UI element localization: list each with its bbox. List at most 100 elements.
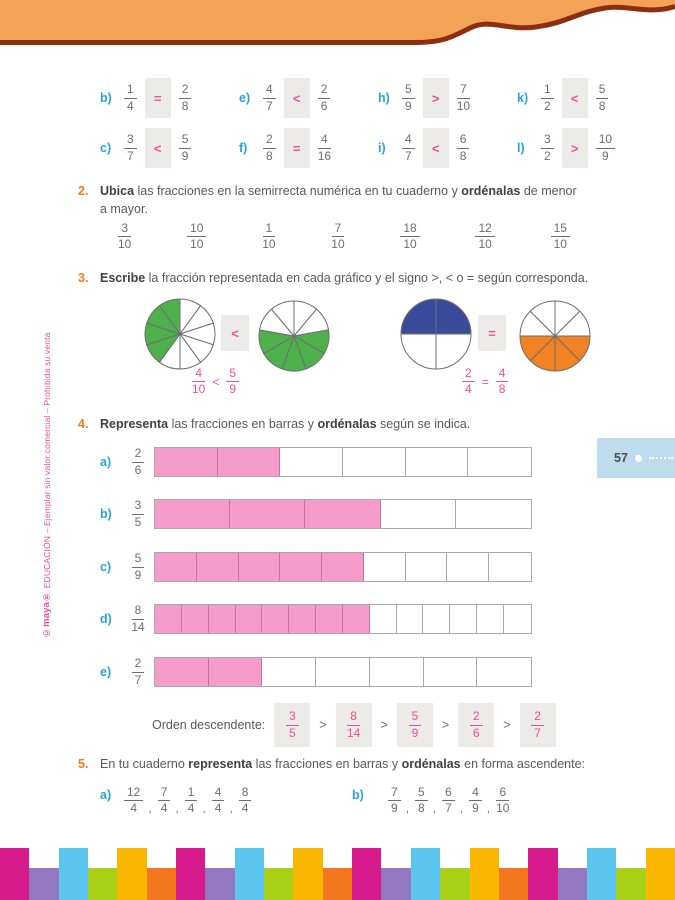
- strip-bar: [234, 848, 265, 900]
- item-label: k): [517, 91, 529, 105]
- bar-segment: [316, 605, 343, 633]
- item-label: e): [100, 665, 112, 679]
- comparison-sign: >: [431, 90, 440, 106]
- strip-bar: [322, 868, 353, 900]
- exercise-4-heading: Representa las fracciones en barras y or…: [100, 417, 471, 431]
- bar-segment: [397, 605, 424, 633]
- bar-segment: [155, 605, 182, 633]
- bar-segment: [381, 500, 456, 528]
- fraction: 4 16: [317, 132, 332, 163]
- bar-segment: [477, 658, 531, 686]
- bar-segment: [155, 553, 197, 581]
- bar-segment: [364, 553, 406, 581]
- bar-segment: [468, 448, 531, 476]
- bar-segment: [456, 500, 531, 528]
- fraction: 3 10: [118, 221, 132, 252]
- comparison-sign: =: [292, 140, 301, 156]
- answer-box: <: [422, 128, 449, 168]
- answer-box: >: [422, 78, 449, 118]
- strip-bar: [381, 868, 411, 900]
- answer-box: >: [561, 128, 588, 168]
- comparison-sign: >: [319, 718, 327, 732]
- fraction-bar-chart: [154, 552, 532, 582]
- bar-segment: [305, 500, 381, 528]
- bar-segment: [208, 658, 263, 686]
- bar-segment: [181, 605, 209, 633]
- item-label: e): [239, 91, 251, 105]
- footer-color-strip: [0, 848, 675, 900]
- pie-slice: [400, 298, 437, 335]
- bar-segment: [450, 605, 478, 633]
- item-label: i): [378, 141, 386, 155]
- answer-box: <: [283, 78, 310, 118]
- bar-segment: [342, 605, 370, 633]
- bar-segment: [424, 658, 478, 686]
- item-label: f): [239, 141, 248, 155]
- comparison-sign: =: [481, 374, 489, 389]
- bar-segment: [489, 553, 531, 581]
- comparison-sign: <: [570, 90, 579, 106]
- answer-box: <: [221, 315, 249, 351]
- strip-bar: [557, 868, 587, 900]
- fraction: 1 10: [262, 221, 276, 252]
- fraction: 7 10: [456, 82, 471, 113]
- bar-segment: [235, 605, 263, 633]
- exercise-2-heading: Ubica las fracciones en la semirrecta nu…: [100, 184, 577, 216]
- bar-segment: [370, 605, 397, 633]
- strip-bar: [58, 848, 89, 900]
- strip-bar: [205, 868, 235, 900]
- bar-segment: [289, 605, 317, 633]
- fraction-bar-chart: [154, 447, 532, 477]
- bar-segment: [238, 553, 281, 581]
- pie-slice: [158, 298, 181, 336]
- bar-segment: [155, 448, 218, 476]
- comparison-sign: =: [153, 90, 162, 106]
- comparison-sign: >: [503, 718, 511, 732]
- strip-bar: [146, 868, 177, 900]
- item-label: d): [100, 612, 112, 626]
- strip-bar: [645, 848, 675, 900]
- strip-bar: [0, 848, 30, 900]
- item-label: b): [100, 507, 112, 521]
- strip-bar: [469, 848, 499, 900]
- exercise-3-number: 3.: [78, 271, 89, 285]
- answer-box: =: [478, 315, 506, 351]
- strip-bar: [498, 868, 529, 900]
- bar-segment: [406, 553, 448, 581]
- answer-box: =: [144, 78, 171, 118]
- fraction: 15 10: [550, 221, 570, 251]
- bar-segment: [230, 500, 306, 528]
- pie-slice: [400, 333, 437, 370]
- bar-segment: [316, 658, 370, 686]
- pie-chart: [144, 298, 216, 370]
- comparison-sign: >: [441, 718, 450, 732]
- page-number-tab: 57: [597, 438, 675, 478]
